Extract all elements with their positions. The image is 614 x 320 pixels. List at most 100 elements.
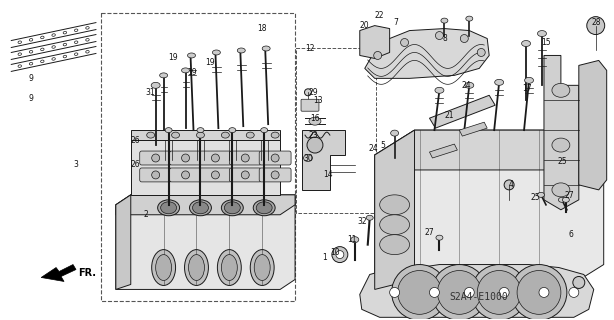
Ellipse shape: [379, 235, 410, 255]
Ellipse shape: [562, 197, 569, 202]
Ellipse shape: [303, 155, 313, 162]
Polygon shape: [360, 26, 390, 59]
Circle shape: [573, 276, 585, 288]
Ellipse shape: [74, 29, 78, 32]
Ellipse shape: [261, 128, 268, 132]
Ellipse shape: [552, 138, 570, 152]
Text: 25: 25: [530, 193, 540, 202]
Ellipse shape: [52, 34, 55, 36]
Circle shape: [569, 287, 579, 297]
Circle shape: [587, 17, 605, 35]
Text: 5: 5: [380, 140, 385, 149]
Text: S2A4-E1000: S2A4-E1000: [450, 292, 508, 302]
Ellipse shape: [253, 200, 275, 216]
Circle shape: [182, 171, 190, 179]
Ellipse shape: [86, 51, 89, 53]
Bar: [101, 13, 295, 301]
Ellipse shape: [160, 73, 168, 78]
Ellipse shape: [74, 41, 78, 44]
FancyBboxPatch shape: [301, 99, 319, 111]
Circle shape: [152, 171, 160, 179]
Ellipse shape: [29, 62, 33, 65]
Text: 19: 19: [206, 58, 216, 67]
Circle shape: [307, 137, 323, 153]
Ellipse shape: [29, 51, 33, 53]
Text: 26: 26: [131, 136, 141, 145]
Text: 27: 27: [564, 191, 573, 200]
Text: 14: 14: [323, 171, 333, 180]
Ellipse shape: [212, 50, 220, 55]
Ellipse shape: [237, 48, 245, 53]
Ellipse shape: [190, 200, 211, 216]
Circle shape: [400, 38, 408, 46]
FancyBboxPatch shape: [230, 151, 261, 165]
Circle shape: [271, 154, 279, 162]
Text: 15: 15: [541, 38, 551, 47]
Polygon shape: [302, 130, 345, 190]
Ellipse shape: [309, 117, 321, 125]
Ellipse shape: [222, 255, 237, 280]
Ellipse shape: [251, 250, 274, 285]
Ellipse shape: [229, 128, 236, 132]
Ellipse shape: [161, 202, 177, 214]
Ellipse shape: [18, 65, 21, 68]
Ellipse shape: [29, 38, 33, 41]
Ellipse shape: [222, 132, 230, 138]
Text: 16: 16: [310, 114, 320, 123]
Ellipse shape: [246, 132, 254, 138]
Ellipse shape: [86, 27, 89, 29]
Circle shape: [432, 265, 488, 320]
FancyBboxPatch shape: [230, 168, 261, 182]
Text: 3: 3: [74, 160, 79, 170]
Text: 1: 1: [322, 253, 327, 262]
Text: 6: 6: [569, 230, 573, 239]
FancyBboxPatch shape: [259, 168, 291, 182]
Polygon shape: [544, 55, 579, 210]
Ellipse shape: [224, 202, 240, 214]
Ellipse shape: [521, 41, 530, 46]
Text: 25: 25: [557, 157, 567, 166]
Ellipse shape: [196, 132, 204, 138]
Ellipse shape: [63, 43, 66, 46]
Circle shape: [435, 32, 443, 40]
Circle shape: [241, 171, 249, 179]
Ellipse shape: [86, 38, 89, 41]
Ellipse shape: [436, 235, 443, 240]
FancyBboxPatch shape: [169, 151, 201, 165]
Circle shape: [477, 270, 521, 314]
Ellipse shape: [74, 53, 78, 55]
Text: 7: 7: [393, 18, 398, 27]
Polygon shape: [375, 130, 414, 289]
Ellipse shape: [379, 195, 410, 215]
Text: 10: 10: [330, 248, 340, 257]
Ellipse shape: [41, 48, 44, 51]
Ellipse shape: [156, 255, 171, 280]
Ellipse shape: [63, 31, 66, 34]
Text: 28: 28: [592, 18, 602, 27]
Ellipse shape: [187, 53, 195, 58]
Ellipse shape: [524, 77, 534, 83]
Ellipse shape: [52, 58, 55, 60]
Circle shape: [241, 154, 249, 162]
Ellipse shape: [41, 36, 44, 39]
Circle shape: [182, 154, 190, 162]
FancyBboxPatch shape: [140, 151, 171, 165]
Text: 19: 19: [188, 68, 197, 77]
Circle shape: [390, 287, 400, 297]
Ellipse shape: [552, 83, 570, 97]
Ellipse shape: [18, 41, 21, 44]
Text: 17: 17: [523, 84, 532, 93]
Ellipse shape: [152, 250, 176, 285]
Text: 29: 29: [308, 88, 318, 97]
Text: 12: 12: [305, 44, 315, 53]
Ellipse shape: [441, 18, 448, 23]
Ellipse shape: [147, 132, 155, 138]
Circle shape: [472, 265, 527, 320]
Text: 2: 2: [143, 210, 148, 219]
Polygon shape: [131, 140, 280, 195]
Ellipse shape: [466, 16, 473, 21]
Bar: [296, 49, 376, 213]
Ellipse shape: [185, 250, 208, 285]
Ellipse shape: [351, 237, 359, 243]
Ellipse shape: [495, 79, 503, 85]
